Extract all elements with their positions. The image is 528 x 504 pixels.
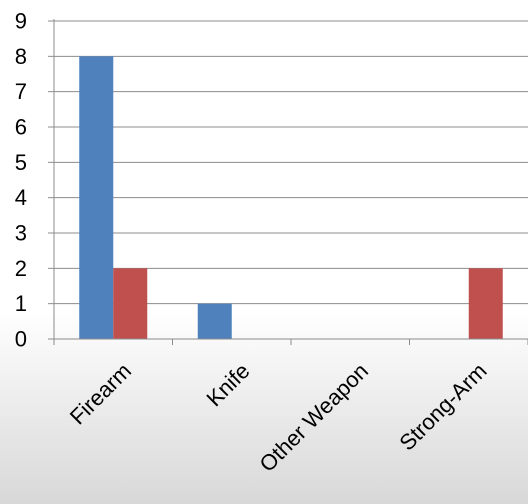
x-tick-labels: Firearm Knife Other Weapon Strong-Arm: [65, 358, 492, 477]
y-tick-label: 0: [15, 327, 27, 352]
y-tick-label: 4: [15, 185, 27, 210]
bar: [197, 303, 232, 339]
y-tick-label: 7: [15, 79, 27, 104]
x-tick-label: Other Weapon: [255, 358, 374, 477]
bar: [468, 268, 503, 339]
y-tick-label: 9: [15, 9, 27, 34]
y-tick-labels: 0 1 2 3 4 5 6 7 8 9: [15, 9, 27, 352]
gridlines: [54, 20, 528, 305]
y-tick-label: 6: [15, 115, 27, 140]
bars: [79, 56, 503, 339]
bar: [113, 268, 148, 339]
y-tick-label: 2: [15, 256, 27, 281]
y-tick-label: 1: [15, 291, 27, 316]
bar: [79, 56, 114, 339]
y-tick-label: 3: [15, 221, 27, 246]
x-tick-label: Firearm: [65, 358, 136, 429]
x-tick-label: Strong-Arm: [394, 358, 491, 455]
axes: [48, 19, 528, 345]
y-tick-label: 8: [15, 44, 27, 69]
x-tick-label: Knife: [201, 358, 254, 411]
y-tick-label: 5: [15, 150, 27, 175]
